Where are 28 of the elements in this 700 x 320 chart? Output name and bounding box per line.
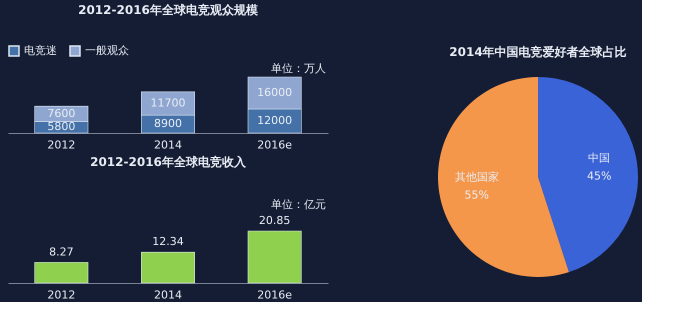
- legend-label: 一般观众: [85, 44, 129, 57]
- data-label: 20.85: [258, 214, 290, 227]
- chart-title: 2012-2016年全球电竞观众规模: [78, 3, 258, 17]
- chart-title: 2012-2016年全球电竞收入: [90, 155, 247, 169]
- x-tick-label: 2012: [47, 288, 76, 302]
- data-label: 55%: [464, 188, 489, 202]
- x-tick-label: 2016e: [257, 288, 292, 302]
- x-tick-label: 2012: [47, 138, 76, 152]
- data-label: 8900: [154, 117, 182, 130]
- data-label: 5800: [47, 120, 76, 134]
- data-label: 8.27: [49, 245, 74, 258]
- slice-label: 其他国家: [454, 170, 499, 184]
- data-label: 7600: [47, 106, 76, 120]
- data-label: 11700: [150, 96, 186, 110]
- legend-label: 电竞迷: [24, 44, 57, 57]
- data-label: 12000: [257, 114, 292, 127]
- data-label: 12.34: [152, 235, 184, 248]
- data-label: 16000: [257, 86, 292, 99]
- pie-slice: [538, 77, 638, 272]
- data-label: 45%: [587, 169, 612, 182]
- x-tick-label: 2014: [154, 138, 182, 152]
- slice-label: 中国: [588, 151, 610, 164]
- text: 单位：亿元: [271, 198, 326, 211]
- x-tick-label: 2016e: [257, 138, 292, 152]
- x-tick-label: 2014: [154, 288, 182, 302]
- chart-title: 2014年中国电竞爱好者全球占比: [449, 45, 627, 59]
- pie-slice: [438, 77, 569, 277]
- text: 单位：万人: [271, 62, 326, 75]
